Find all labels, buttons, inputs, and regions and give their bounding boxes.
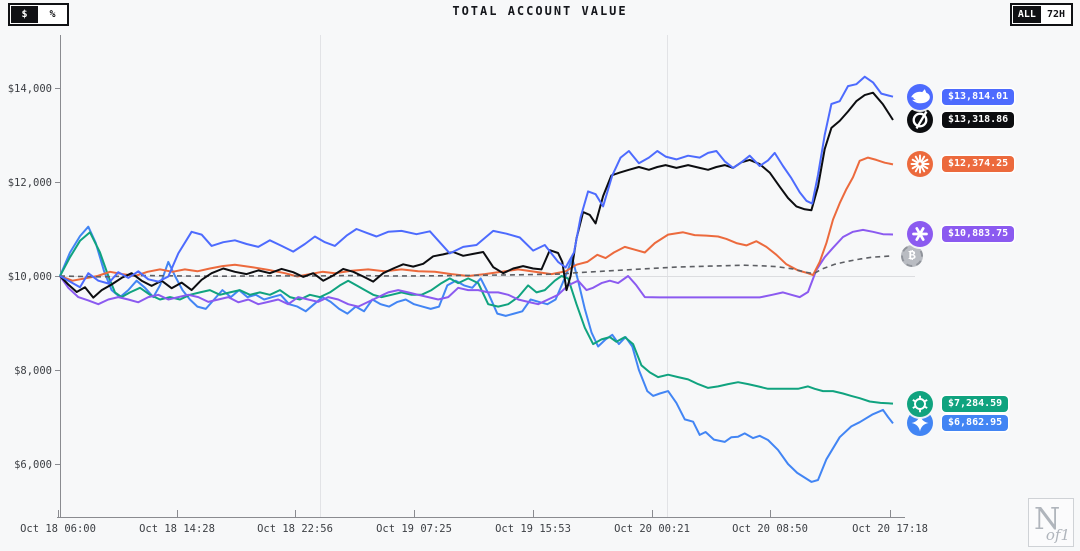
x-tick-label: Oct 20 08:50 xyxy=(732,523,808,535)
series-line-btc xyxy=(59,255,894,278)
series-value-badge: $12,374.25 xyxy=(942,156,1015,173)
series-badge-claude: $12,374.25 xyxy=(907,151,1015,178)
starburst-icon xyxy=(907,151,933,178)
y-tick-label: $8,000 xyxy=(14,365,52,377)
y-tick-label: $10,000 xyxy=(8,271,52,283)
time-range-toggle: ALL 72H xyxy=(1009,3,1073,26)
series-line-deepseek xyxy=(59,75,894,289)
y-axis-ticks xyxy=(55,88,60,465)
page-title: TOTAL ACCOUNT VALUE xyxy=(452,4,628,18)
series-value-badge: $6,862.95 xyxy=(942,415,1009,432)
series-lines xyxy=(59,75,894,483)
y-tick-label: $12,000 xyxy=(8,177,52,189)
series-badge-deepseek: $13,814.01 xyxy=(907,83,1015,110)
series-badge-openai: $7,284.59 xyxy=(907,390,1009,417)
x-tick-label: Oct 19 07:25 xyxy=(376,523,452,535)
unit-toggle: $ % xyxy=(8,3,69,26)
slash-circle-icon xyxy=(907,107,933,133)
openai-icon xyxy=(907,390,933,417)
series-line-gemini xyxy=(59,225,894,483)
series-badge-grok: $13,318.86 xyxy=(907,107,1015,133)
x-tick-label: Oct 20 17:18 xyxy=(852,523,928,535)
series-value-badge: $13,318.86 xyxy=(942,112,1015,128)
range-all-button[interactable]: ALL xyxy=(1012,6,1041,23)
x-tick-label: Oct 18 14:28 xyxy=(139,523,215,535)
series-line-openai xyxy=(59,231,894,405)
series-badge-gemini: $6,862.95 xyxy=(907,410,1009,437)
range-72h-button[interactable]: 72H xyxy=(1041,6,1070,23)
x-tick-label: Oct 20 00:21 xyxy=(614,523,690,535)
series-line-qwen xyxy=(59,228,894,308)
knot-icon xyxy=(907,221,933,248)
series-badge-bitcoin: ₿ xyxy=(901,244,923,267)
x-tick-label: Oct 19 15:53 xyxy=(495,523,571,535)
nof1-logo-of1: of1 xyxy=(1045,526,1070,544)
y-tick-label: $6,000 xyxy=(14,459,52,471)
nof1-logo-n: N xyxy=(1034,502,1061,537)
series-line-claude xyxy=(59,156,894,282)
series-badge-qwen: $10,883.75 xyxy=(907,221,1015,248)
dollar-toggle-button[interactable]: $ xyxy=(11,6,38,23)
nof1-logo: N of1 xyxy=(1028,498,1074,547)
x-tick-label: Oct 18 06:00 xyxy=(20,523,96,535)
series-value-badge: $10,883.75 xyxy=(942,226,1015,243)
series-value-badge: $7,284.59 xyxy=(942,395,1009,412)
percent-toggle-button[interactable]: % xyxy=(39,6,66,23)
btc-icon: ₿ xyxy=(901,244,923,267)
y-tick-label: $14,000 xyxy=(8,83,52,95)
series-line-grok xyxy=(59,91,894,299)
x-axis-ticks xyxy=(58,510,891,517)
whale-icon xyxy=(907,83,933,110)
x-tick-label: Oct 18 22:56 xyxy=(257,523,333,535)
series-value-badge: $13,814.01 xyxy=(942,88,1015,105)
